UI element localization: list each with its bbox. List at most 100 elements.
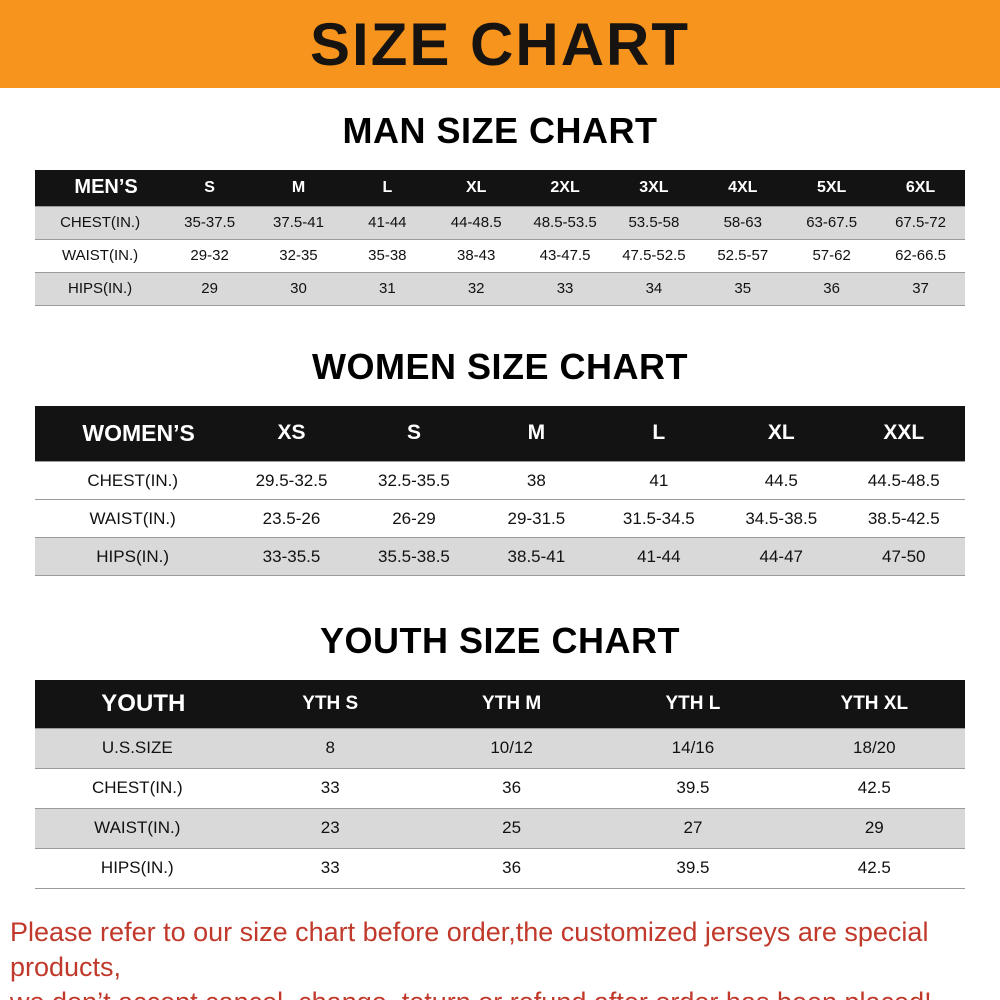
table-cell: 29 xyxy=(165,272,255,305)
table-row: U.S.SIZE 8 10/12 14/16 18/20 xyxy=(35,728,965,768)
table-cell: 41 xyxy=(597,461,721,500)
table-header-row: WOMEN’S XS S M L XL XXL xyxy=(35,405,965,462)
table-cell: 33 xyxy=(520,272,610,305)
table-cell: 10/12 xyxy=(420,728,603,768)
footer-line-1: Please refer to our size chart before or… xyxy=(10,916,929,982)
table-row: WAIST(IN.) 29-32 32-35 35-38 38-43 43-47.5 47.… xyxy=(35,239,965,272)
column-header: S xyxy=(165,170,255,206)
table-cell: 35.5-38.5 xyxy=(352,537,476,576)
man-size-chart-heading: MAN SIZE CHART xyxy=(342,110,658,151)
table-cell: 33 xyxy=(239,848,421,888)
column-header: 5XL xyxy=(787,170,877,206)
table-cell: 38.5-41 xyxy=(475,537,598,576)
column-header: L xyxy=(597,405,721,462)
table-cell: 41-44 xyxy=(597,537,721,576)
table-cell: 38.5-42.5 xyxy=(842,499,965,538)
table-header-label: MEN’S xyxy=(35,170,166,206)
table-cell: 35-37.5 xyxy=(165,206,255,239)
table-cell: 23.5-26 xyxy=(230,499,353,538)
table-cell: 32-35 xyxy=(254,239,343,272)
table-cell: 36 xyxy=(420,768,603,808)
table-row: CHEST(IN.) 33 36 39.5 42.5 xyxy=(35,768,965,808)
table-cell: 37 xyxy=(876,272,965,305)
table-cell: 42.5 xyxy=(783,848,965,888)
column-header: 3XL xyxy=(609,170,699,206)
table-cell: 29 xyxy=(783,808,965,848)
table-cell: 32.5-35.5 xyxy=(352,461,476,500)
table-header-row: MEN’S S M L XL 2XL 3XL 4XL 5XL 6XL xyxy=(35,170,965,206)
table-cell: 48.5-53.5 xyxy=(520,206,610,239)
table-cell: 67.5-72 xyxy=(876,206,965,239)
column-header: S xyxy=(352,405,476,462)
table-cell: 39.5 xyxy=(602,848,784,888)
women-size-chart-heading: WOMEN SIZE CHART xyxy=(312,345,688,387)
column-header: XL xyxy=(720,405,843,462)
youth-size-table-container: YOUTH YTH S YTH M YTH L YTH XL U.S.SIZE 8 10/12… xyxy=(0,680,1000,889)
table-row: CHEST(IN.) 35-37.5 37.5-41 41-44 44-48.5 48.5… xyxy=(35,206,965,239)
table-cell: 29-32 xyxy=(165,239,255,272)
table-row: HIPS(IN.) 29 30 31 32 33 34 35 36 37 xyxy=(35,272,965,305)
section-women: WOMEN SIZE CHART WOMEN’S XS S M L XL XXL CHEST(… xyxy=(0,346,1000,577)
table-cell: 31.5-34.5 xyxy=(597,499,721,538)
table-cell: 38 xyxy=(475,461,598,500)
men-size-table-container: MEN’S S M L XL 2XL 3XL 4XL 5XL 6XL CHEST(IN.) 35-37… xyxy=(0,170,1000,306)
table-cell: 36 xyxy=(420,848,603,888)
table-cell: 47-50 xyxy=(842,537,965,576)
table-cell: 26-29 xyxy=(352,499,476,538)
table-cell: 44-47 xyxy=(720,537,843,576)
row-label: WAIST(IN.) xyxy=(35,239,166,272)
table-cell: 29-31.5 xyxy=(475,499,598,538)
column-header: XXL xyxy=(842,405,965,462)
table-header-label: YOUTH xyxy=(35,680,240,728)
table-cell: 34 xyxy=(609,272,699,305)
table-cell: 31 xyxy=(342,272,432,305)
table-cell: 34.5-38.5 xyxy=(720,499,843,538)
table-cell: 38-43 xyxy=(431,239,521,272)
table-header-label: WOMEN’S xyxy=(35,405,231,462)
section-youth: YOUTH SIZE CHART YOUTH YTH S YTH M YTH L YTH… xyxy=(0,620,1000,889)
table-row: HIPS(IN.) 33-35.5 35.5-38.5 38.5-41 41-44 44-… xyxy=(35,537,965,576)
table-cell: 42.5 xyxy=(783,768,965,808)
table-cell: 35-38 xyxy=(342,239,432,272)
column-header: YTH M xyxy=(420,680,603,728)
column-header: 6XL xyxy=(876,170,965,206)
table-cell: 47.5-52.5 xyxy=(609,239,699,272)
row-label: HIPS(IN.) xyxy=(35,848,240,888)
youth-size-chart-heading: YOUTH SIZE CHART xyxy=(319,620,680,661)
table-cell: 29.5-32.5 xyxy=(230,461,353,500)
row-label: HIPS(IN.) xyxy=(35,272,166,305)
table-cell: 30 xyxy=(254,272,343,305)
column-header: YTH S xyxy=(239,680,421,728)
table-row: HIPS(IN.) 33 36 39.5 42.5 xyxy=(35,848,965,888)
table-cell: 37.5-41 xyxy=(254,206,343,239)
table-cell: 18/20 xyxy=(783,728,965,768)
table-cell: 35 xyxy=(698,272,788,305)
table-cell: 36 xyxy=(787,272,877,305)
row-label: U.S.SIZE xyxy=(35,728,240,768)
table-cell: 23 xyxy=(239,808,421,848)
column-header: YTH XL xyxy=(783,680,965,728)
table-cell: 58-63 xyxy=(698,206,788,239)
table-cell: 53.5-58 xyxy=(609,206,699,239)
women-size-table: WOMEN’S XS S M L XL XXL CHEST(IN.) 29.5-32.5 32.5… xyxy=(35,405,965,577)
row-label: HIPS(IN.) xyxy=(35,537,231,576)
table-cell: 62-66.5 xyxy=(876,239,965,272)
table-header-row: YOUTH YTH S YTH M YTH L YTH XL xyxy=(35,680,965,728)
table-cell: 33-35.5 xyxy=(230,537,353,576)
table-cell: 57-62 xyxy=(787,239,877,272)
footer-note: Please refer to our size chart before or… xyxy=(0,915,1000,1000)
row-label: WAIST(IN.) xyxy=(35,499,231,538)
column-header: L xyxy=(342,170,432,206)
women-size-table-container: WOMEN’S XS S M L XL XXL CHEST(IN.) 29.5-32.5 32.5… xyxy=(0,405,1000,577)
banner-title: SIZE CHART xyxy=(310,10,690,78)
table-cell: 25 xyxy=(420,808,603,848)
row-label: CHEST(IN.) xyxy=(35,461,231,500)
column-header: XL xyxy=(431,170,521,206)
table-cell: 8 xyxy=(239,728,421,768)
table-cell: 27 xyxy=(602,808,784,848)
section-men: MAN SIZE CHART MEN’S S M L XL 2XL 3XL 4XL 5XL 6XL… xyxy=(0,110,1000,306)
banner: SIZE CHART xyxy=(0,0,1000,88)
table-row: WAIST(IN.) 23 25 27 29 xyxy=(35,808,965,848)
row-label: CHEST(IN.) xyxy=(35,206,166,239)
